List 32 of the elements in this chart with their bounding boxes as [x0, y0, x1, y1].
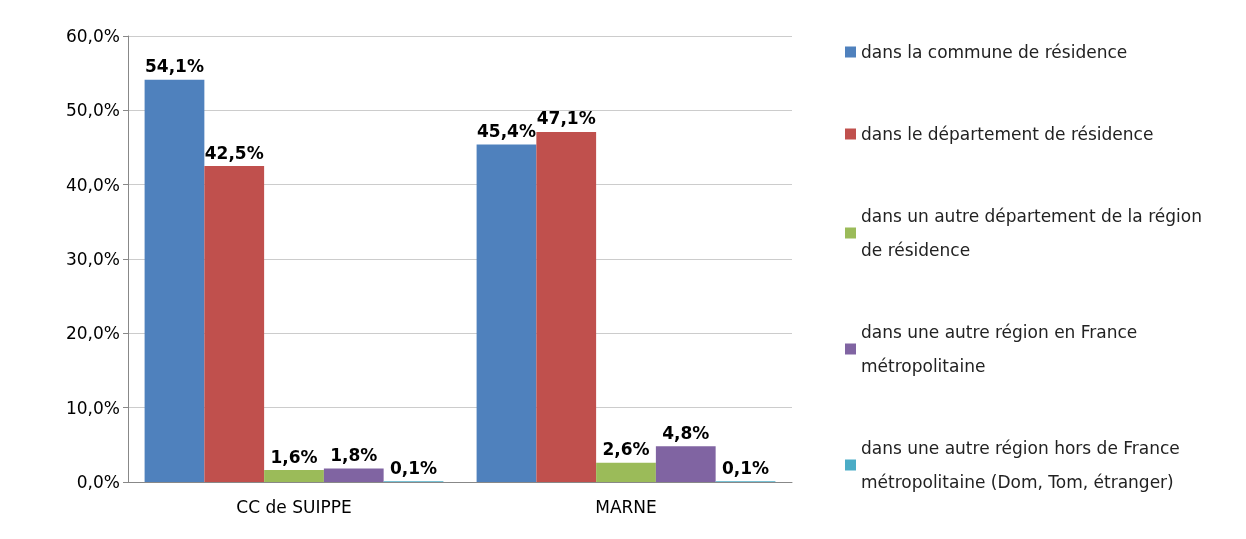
y-tick-label: 0,0% [76, 472, 120, 492]
y-tick-label: 30,0% [65, 249, 120, 269]
bar [204, 166, 265, 482]
bar [144, 79, 205, 482]
bar [655, 446, 716, 482]
data-label: 4,8% [662, 422, 710, 443]
bar [323, 468, 384, 482]
data-label: 0,1% [389, 457, 438, 478]
data-label: 42,5% [204, 142, 264, 163]
legend-label: dans un autre département de la région de résidence [861, 206, 1208, 260]
bar [264, 470, 324, 482]
data-label: 54,1% [144, 56, 204, 77]
data-label: 2,6% [602, 439, 650, 460]
y-tick-label: 10,0% [65, 397, 120, 418]
legend-label: dans une autre région hors de France métropolitaine (Dom, Tom, étranger) [861, 438, 1186, 492]
x-tick-label: MARNE [595, 496, 657, 517]
y-tick-label: 50,0% [65, 100, 120, 121]
legend-label: dans le département de résidence [861, 124, 1154, 144]
y-tick-label: 20,0% [65, 323, 120, 344]
y-tick-label: 60,0% [65, 26, 120, 46]
data-label: 47,1% [536, 108, 596, 129]
data-label: 0,1% [721, 457, 770, 478]
bar [596, 462, 656, 482]
y-tick-label: 40,0% [65, 174, 120, 195]
legend-label: dans la commune de résidence [861, 42, 1128, 62]
data-label: 1,6% [270, 446, 318, 467]
legend-label: dans une autre région en France métropolitaine [861, 322, 1143, 376]
bar [476, 144, 537, 482]
x-tick-label: CC de SUIPPE [236, 496, 352, 517]
bar [536, 131, 597, 482]
data-label: 45,4% [476, 121, 536, 142]
data-label: 1,8% [330, 445, 378, 466]
